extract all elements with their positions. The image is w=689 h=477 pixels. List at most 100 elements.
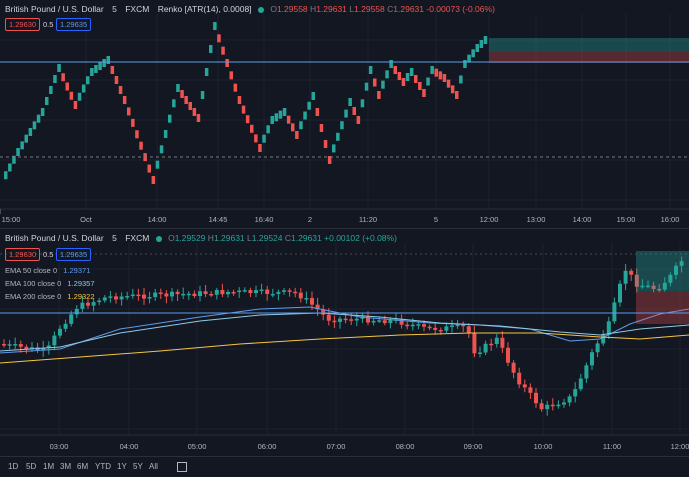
renko-brick (139, 141, 143, 150)
ema-100-legend[interactable]: EMA 100 close 0 1.29357 (5, 279, 95, 288)
spread-value: 0.5 (43, 250, 54, 259)
renko-brick (237, 96, 242, 104)
date-range-bar: 1D 5D 1M 3M 6M YTD 1Y 5Y All (0, 456, 689, 477)
close-value: 1.29631 (291, 233, 322, 243)
candle-body (489, 343, 494, 346)
range-1y[interactable]: 1Y (117, 462, 127, 471)
candle-chart-pane[interactable]: British Pound / U.S. Dollar 5 FXCM O1.29… (0, 229, 689, 455)
candle-body (170, 291, 174, 297)
range-1d[interactable]: 1D (8, 462, 19, 471)
time-axis-label: 15:00 (616, 215, 636, 224)
candle-body (382, 320, 387, 324)
candle-body (427, 326, 432, 329)
low-label: L (247, 233, 252, 243)
interval[interactable]: 5 (112, 4, 117, 14)
candle-body (343, 318, 348, 321)
candle-body (63, 323, 68, 329)
renko-brick (455, 91, 459, 99)
candle-body (494, 337, 499, 345)
candle-body (573, 389, 578, 397)
candle-body (562, 402, 566, 405)
renko-brick (53, 75, 57, 83)
renko-brick (122, 96, 127, 104)
bid-price-box[interactable]: 1.29630 (5, 18, 41, 31)
renko-brick (225, 59, 229, 67)
candle-body (91, 302, 96, 306)
range-all[interactable]: All (149, 462, 158, 471)
renko-brick (336, 132, 340, 141)
change-value: -0.00073 (-0.06%) (426, 4, 495, 14)
range-5d[interactable]: 5D (26, 462, 37, 471)
renko-brick (57, 64, 61, 72)
candle-body (584, 365, 589, 379)
ema-200-line (0, 332, 689, 364)
renko-brick (434, 68, 438, 77)
candle-body (433, 327, 438, 331)
renko-brick (368, 66, 373, 74)
ema-50-legend[interactable]: EMA 50 close 0 1.29371 (5, 266, 90, 275)
range-5y[interactable]: 5Y (133, 462, 143, 471)
candle-body (461, 324, 466, 327)
renko-brick (385, 70, 389, 79)
candle-body (500, 337, 505, 348)
renko-brick (209, 45, 213, 53)
candle-body (556, 404, 561, 407)
time-axis-label: 13:00 (526, 215, 546, 224)
candle-body (399, 319, 404, 325)
candle-body (293, 291, 298, 294)
time-axis-label: 12:00 (670, 442, 689, 451)
candle-body (466, 326, 471, 333)
range-1m[interactable]: 1M (43, 462, 55, 471)
candle-body (478, 352, 482, 354)
candle-body (321, 309, 326, 315)
renko-brick (401, 78, 406, 86)
candle-body (623, 270, 628, 284)
interval[interactable]: 5 (112, 233, 117, 243)
renko-brick (176, 84, 180, 92)
renko-chart-canvas[interactable] (0, 0, 689, 228)
symbol-name[interactable]: British Pound / U.S. Dollar (5, 4, 104, 14)
candle-body (534, 392, 538, 404)
renko-chart-pane[interactable]: British Pound / U.S. Dollar 5 FXCM Renko… (0, 0, 689, 229)
candle-body (58, 328, 62, 336)
candle-body (310, 298, 314, 305)
candle-body (203, 291, 208, 295)
candle-body (326, 314, 331, 321)
ask-price-box[interactable]: 1.29635 (56, 248, 92, 261)
renko-brick (389, 60, 393, 68)
candle-body (657, 288, 662, 291)
renko-brick (147, 164, 151, 173)
renko-brick (24, 134, 28, 143)
renko-brick (135, 130, 139, 139)
range-ytd[interactable]: YTD (95, 462, 111, 471)
calendar-icon[interactable] (177, 462, 187, 472)
renko-brick (69, 91, 74, 100)
low-value: 1.29524 (251, 233, 283, 243)
renko-brick (163, 130, 168, 138)
candle-body (315, 304, 320, 310)
candle-body (298, 292, 303, 299)
ask-price-box[interactable]: 1.29635 (56, 18, 92, 31)
renko-brick (270, 116, 274, 124)
renko-brick (377, 91, 381, 99)
renko-brick (61, 73, 65, 82)
exchange: FXCM (125, 233, 150, 243)
high-value: 1.29631 (213, 233, 245, 243)
candle-body (332, 320, 337, 323)
candle-body (18, 344, 23, 347)
candle-body (158, 292, 163, 295)
chart-type-label[interactable]: Renko [ATR(14), 0.0008] (157, 4, 252, 14)
candle-chart-canvas[interactable] (0, 229, 689, 455)
candle-body (248, 290, 253, 294)
range-3m[interactable]: 3M (60, 462, 72, 471)
symbol-name[interactable]: British Pound / U.S. Dollar (5, 233, 104, 243)
renko-brick (446, 79, 451, 88)
time-axis-label: 5 (433, 215, 439, 224)
candle-body (422, 324, 426, 327)
ema-200-legend[interactable]: EMA 200 close 0 1.29322 (5, 292, 95, 301)
range-6m[interactable]: 6M (77, 462, 89, 471)
renko-brick (200, 91, 205, 99)
bid-price-box[interactable]: 1.29630 (5, 248, 41, 261)
renko-brick (327, 156, 332, 164)
renko-brick (442, 74, 447, 82)
